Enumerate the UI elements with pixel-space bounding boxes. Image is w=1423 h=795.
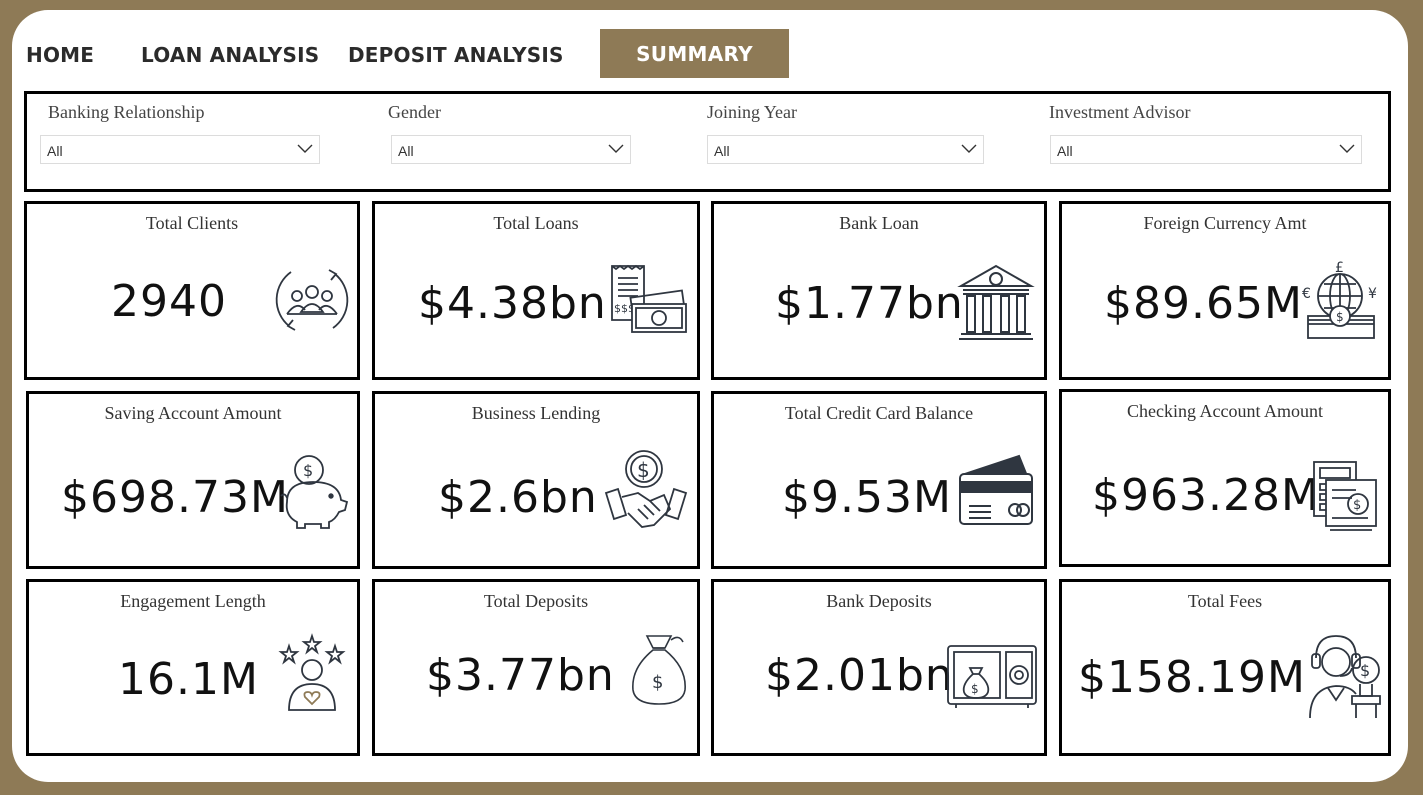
chevron-down-icon: [961, 144, 977, 153]
svg-text:$: $: [1360, 661, 1370, 680]
business-lending-card: Business Lending $2.6bn $: [372, 391, 700, 569]
svg-text:$: $: [637, 458, 650, 482]
svg-text:$$$: $$$: [614, 302, 635, 315]
svg-text:€: €: [1302, 286, 1311, 302]
saving-account-value: $698.73M: [61, 472, 289, 523]
bank-loan-card: Bank Loan $1.77bn: [711, 201, 1047, 380]
svg-text:$: $: [1336, 310, 1344, 324]
investment-advisor-dropdown[interactable]: All: [1050, 135, 1362, 164]
bank-deposits-title: Bank Deposits: [826, 591, 932, 611]
nav-home[interactable]: HOME: [26, 43, 95, 67]
joining-year-value: All: [714, 143, 730, 159]
bank-building-icon: [957, 262, 1035, 342]
saving-account-card: Saving Account Amount $698.73M $: [26, 391, 360, 569]
foreign-currency-title: Foreign Currency Amt: [1143, 213, 1307, 233]
money-bag-icon: $: [627, 632, 691, 706]
total-clients-title: Total Clients: [145, 213, 239, 233]
handshake-coin-icon: $: [604, 449, 688, 531]
filter-bar: Banking Relationship All Gender All Join…: [24, 91, 1391, 192]
checking-account-card: Checking Account Amount $963.28M $: [1059, 389, 1391, 567]
bank-deposits-value: $2.01bn: [765, 650, 954, 701]
loan-receipt-cash-icon: $$$: [610, 264, 690, 338]
total-loans-title: Total Loans: [493, 213, 579, 233]
banking-relationship-label: Banking Relationship: [48, 102, 205, 122]
chevron-down-icon: [297, 144, 313, 153]
total-loans-card: Total Loans $4.38bn $$$: [372, 201, 700, 380]
engagement-length-title: Engagement Length: [120, 591, 266, 611]
banking-relationship-dropdown[interactable]: All: [40, 135, 320, 164]
credit-card-balance-value: $9.53M: [782, 472, 952, 523]
checking-account-title: Checking Account Amount: [1127, 401, 1323, 421]
saving-account-title: Saving Account Amount: [104, 403, 282, 423]
svg-text:£: £: [1335, 260, 1344, 276]
chevron-down-icon: [1339, 144, 1355, 153]
safe-icon: $: [946, 644, 1038, 710]
piggy-bank-icon: $: [277, 452, 351, 532]
foreign-currency-value: $89.65M: [1104, 278, 1303, 329]
total-fees-title: Total Fees: [1187, 591, 1263, 611]
total-clients-card: Total Clients 2940: [24, 201, 360, 380]
credit-card-balance-title: Total Credit Card Balance: [784, 403, 974, 423]
currency-globe-icon: £ € ¥ $: [1302, 258, 1382, 342]
bank-loan-value: $1.77bn: [775, 278, 964, 329]
nav-loan-analysis[interactable]: LOAN ANALYSIS: [141, 43, 320, 67]
clients-cycle-icon: [275, 262, 349, 338]
advisor-coin-icon: $: [1306, 632, 1382, 720]
rating-user-icon: [275, 632, 349, 712]
total-deposits-card: Total Deposits $3.77bn $: [372, 579, 700, 756]
engagement-length-value: 16.1M: [118, 654, 259, 705]
total-clients-value: 2940: [111, 276, 227, 327]
checking-account-value: $963.28M: [1092, 470, 1320, 521]
joining-year-label: Joining Year: [707, 102, 798, 122]
investment-advisor-label: Investment Advisor: [1049, 102, 1191, 122]
bank-deposits-card: Bank Deposits $2.01bn $: [711, 579, 1047, 756]
svg-text:¥: ¥: [1368, 286, 1377, 302]
total-deposits-title: Total Deposits: [483, 591, 589, 611]
joining-year-dropdown[interactable]: All: [707, 135, 984, 164]
bank-loan-title: Bank Loan: [839, 213, 919, 233]
svg-text:$: $: [1353, 498, 1361, 513]
business-lending-value: $2.6bn: [438, 472, 598, 523]
gender-label: Gender: [388, 102, 441, 122]
banking-relationship-value: All: [47, 143, 63, 159]
credit-card-icon: [957, 454, 1035, 528]
total-fees-card: Total Fees $158.19M $: [1059, 579, 1391, 756]
chevron-down-icon: [608, 144, 624, 153]
total-loans-value: $4.38bn: [418, 278, 607, 329]
svg-text:$: $: [303, 461, 313, 480]
foreign-currency-card: Foreign Currency Amt $89.65M £ € ¥ $: [1059, 201, 1391, 380]
calculator-check-icon: $: [1312, 460, 1380, 532]
svg-text:$: $: [652, 672, 663, 693]
credit-card-balance-card: Total Credit Card Balance $9.53M: [711, 391, 1047, 569]
engagement-length-card: Engagement Length 16.1M: [26, 579, 360, 756]
nav-summary[interactable]: SUMMARY: [600, 29, 789, 78]
svg-text:$: $: [971, 682, 979, 696]
total-deposits-value: $3.77bn: [426, 650, 615, 701]
investment-advisor-value: All: [1057, 143, 1073, 159]
gender-dropdown[interactable]: All: [391, 135, 631, 164]
gender-value: All: [398, 143, 414, 159]
total-fees-value: $158.19M: [1078, 652, 1306, 703]
nav-deposit-analysis[interactable]: DEPOSIT ANALYSIS: [348, 43, 564, 67]
business-lending-title: Business Lending: [471, 403, 601, 423]
